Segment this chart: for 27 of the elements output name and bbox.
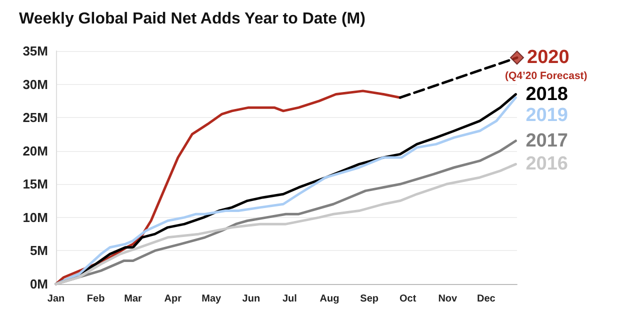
- y-tick-label: 30M: [22, 76, 48, 92]
- series-label: 2020: [527, 47, 570, 68]
- annotation: (Q4’20 Forecast): [505, 70, 588, 82]
- x-tick-label: Mar: [124, 294, 142, 304]
- series-label: 2019: [526, 105, 568, 126]
- series-label: 2018: [526, 84, 568, 106]
- x-tick-label: May: [202, 294, 222, 304]
- y-tick-label: 25M: [22, 110, 48, 126]
- y-tick-label: 35M: [22, 44, 48, 58]
- line-series: [54, 162, 517, 286]
- series-label: 2017: [526, 130, 568, 152]
- x-tick-label: Feb: [86, 294, 105, 304]
- y-tick-label: 10M: [22, 210, 48, 225]
- y-tick-label: 5M: [30, 243, 48, 258]
- x-tick-label: Jan: [47, 294, 65, 304]
- chart-title: Weekly Global Paid Net Adds Year to Date (M): [19, 10, 366, 28]
- y-tick-label: 20M: [22, 143, 48, 158]
- x-tick-label: Apr: [164, 294, 182, 304]
- y-tick-label: 0M: [30, 276, 48, 292]
- x-tick-label: Oct: [400, 294, 417, 304]
- y-tick-label: 15M: [22, 176, 48, 192]
- x-tick-label: Jun: [242, 294, 260, 304]
- x-tick-label: Sep: [360, 294, 378, 304]
- x-tick-label: Jul: [282, 294, 298, 304]
- x-tick-label: Aug: [320, 294, 340, 304]
- x-tick-label: Dec: [477, 294, 496, 304]
- x-tick-label: Nov: [438, 294, 458, 304]
